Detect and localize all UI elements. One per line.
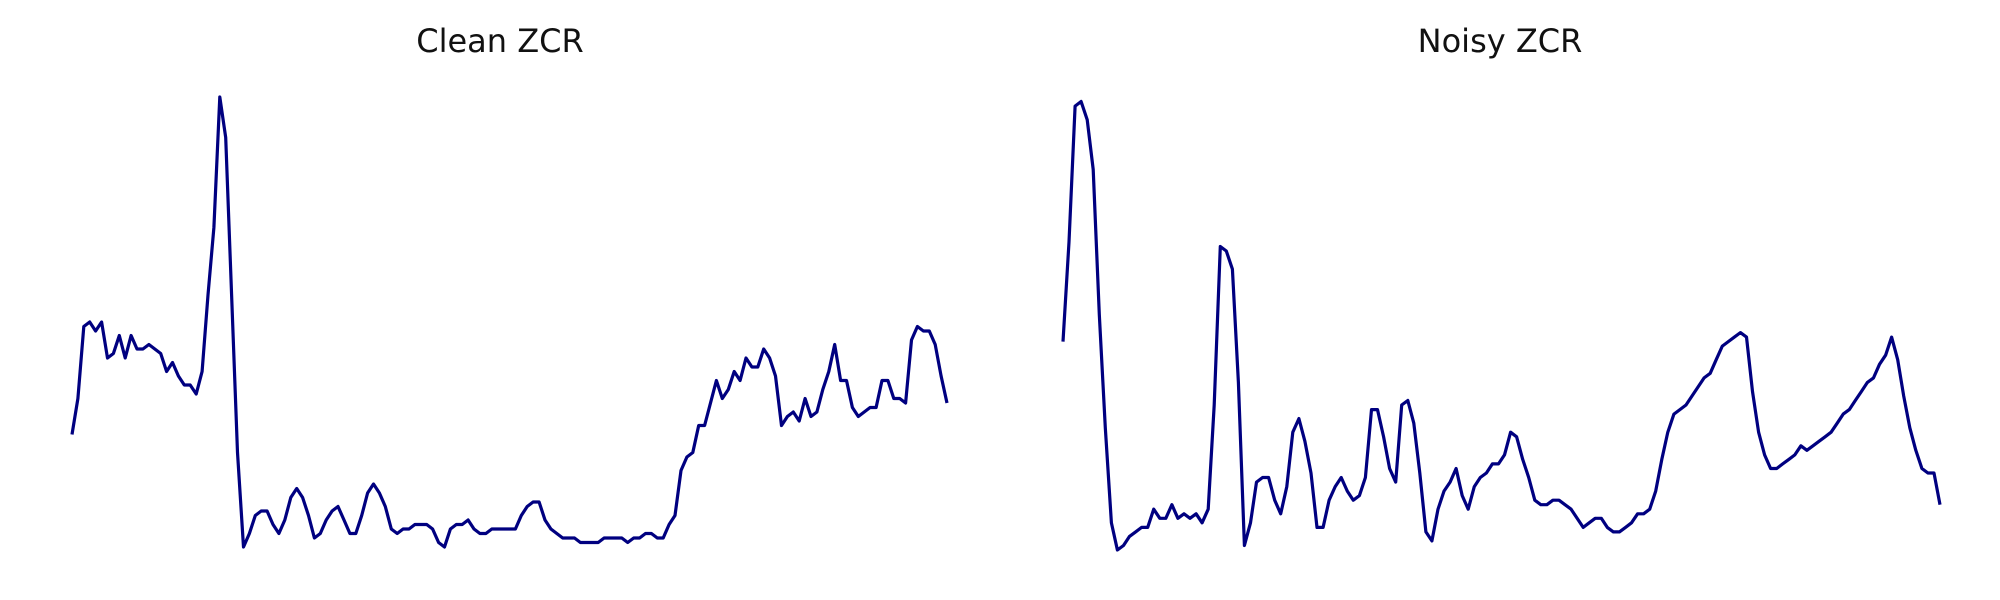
chart-panel-clean: Clean ZCR (70, 22, 949, 549)
chart-title-clean: Clean ZCR (416, 22, 584, 60)
series-line-clean (70, 95, 949, 549)
chart-panel-noisy: Noisy ZCR (1000, 0, 2000, 600)
line-plot-clean (70, 95, 949, 549)
series-line-noisy (1061, 99, 1942, 552)
line-plot-noisy (1061, 99, 1942, 552)
chart-title-noisy: Noisy ZCR (1417, 22, 1583, 60)
